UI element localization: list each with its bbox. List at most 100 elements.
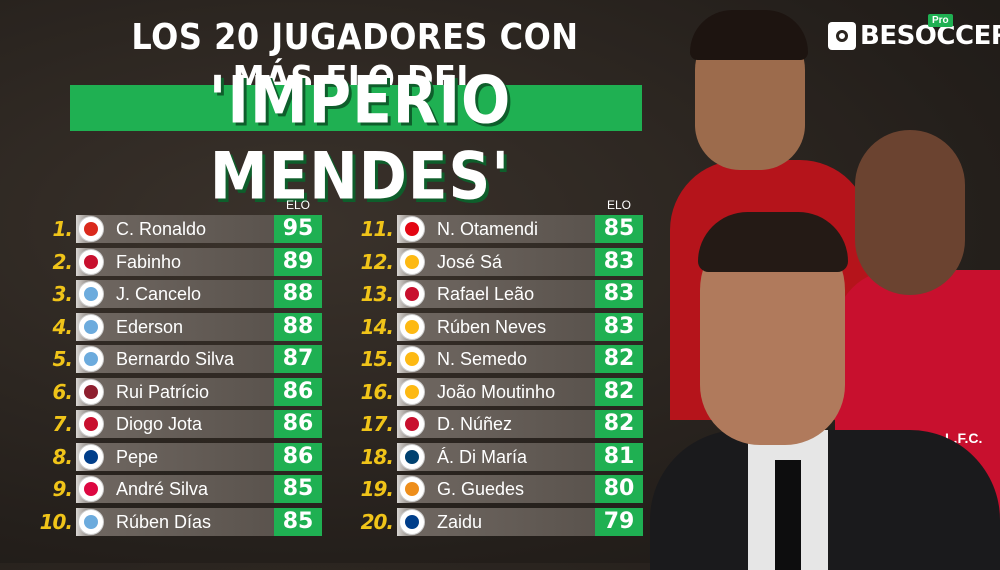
player-name: Diogo Jota [116, 414, 203, 434]
player-name: José Sá [437, 251, 503, 272]
wolves-crest-icon [399, 248, 425, 275]
player-name: J. Cancelo [116, 284, 202, 304]
elo-value: 82 [595, 377, 643, 406]
manchester-united-crest-icon [78, 216, 104, 242]
rank-number: 6. [52, 379, 73, 404]
elo-value: 85 [274, 475, 322, 503]
manchester-city-crest-icon [78, 281, 104, 307]
name-bar [397, 507, 625, 536]
player-name: Pepe [116, 446, 159, 467]
wolves-crest-icon [399, 378, 425, 405]
rank-number: 16. [360, 379, 394, 404]
ranking-row: 9. André Silva 85 [38, 475, 328, 503]
ranking-row: 14. Rúben Neves 83 [359, 312, 649, 341]
elo-value: 87 [274, 345, 322, 373]
rank-number: 2. [52, 249, 73, 274]
rank-number: 17. [360, 412, 394, 436]
ranking-row: 7. Diogo Jota 86 [38, 410, 328, 438]
player-name: N. Semedo [437, 349, 528, 369]
elo-value: 85 [274, 507, 322, 536]
title-line-1: LOS 20 JUGADORES CON MÁS ELO DEL [131, 16, 579, 100]
rank-number: 15. [360, 347, 394, 371]
player-name: Zaidu [437, 511, 483, 532]
ranking-row: 2. Fabinho 89 [38, 247, 328, 276]
ranking-row: 6. Rui Patrício 86 [38, 377, 328, 406]
name-bar [76, 280, 304, 308]
player-name: Rui Patrício [116, 381, 210, 402]
player-name: Bernardo Silva [116, 349, 235, 369]
ranking-row: 16. João Moutinho 82 [359, 377, 649, 406]
ranking-row: 4. Ederson 88 [38, 312, 328, 341]
ranking-row: 13. Rafael Leão 83 [359, 280, 649, 308]
ranking-row: 1. C. Ronaldo 95 [38, 215, 328, 243]
name-bar [397, 410, 625, 438]
porto-crest-icon [399, 508, 425, 535]
name-bar [397, 475, 625, 503]
mendes-hair [698, 212, 848, 272]
elo-value: 82 [595, 345, 643, 373]
name-bar [397, 377, 625, 406]
name-bar [397, 345, 625, 373]
ranking-row: 5. Bernardo Silva 87 [38, 345, 328, 373]
name-bar [397, 312, 625, 341]
elo-value: 83 [595, 280, 643, 308]
ac-milan-crest-icon [399, 281, 425, 307]
player-name: Rafael Leão [437, 284, 535, 304]
title-line-2: 'IMPERIO MENDES' [208, 61, 512, 215]
name-bar [76, 247, 304, 276]
manchester-city-crest-icon [78, 313, 104, 340]
ranking-row: 20. Zaidu 79 [359, 507, 649, 536]
player-name: Ederson [116, 316, 184, 337]
elo-value: 81 [595, 442, 643, 471]
roma-crest-icon [78, 378, 104, 405]
psg-crest-icon [399, 443, 425, 470]
elo-value: 95 [274, 215, 322, 243]
wolves-crest-icon [399, 346, 425, 372]
ranking-row: 10. Rúben Días 85 [38, 507, 328, 536]
player-name: G. Guedes [437, 479, 525, 499]
rank-number: 12. [360, 249, 394, 274]
rb-leipzig-crest-icon [78, 476, 104, 502]
elo-value: 86 [274, 442, 322, 471]
elo-value: 88 [274, 280, 322, 308]
liverpool-crest-icon [78, 411, 104, 437]
elo-value: 88 [274, 312, 322, 341]
elo-value: 83 [595, 247, 643, 276]
player-name: Rúben Neves [437, 316, 547, 337]
player-name: Á. Di María [437, 446, 528, 467]
player-name: Fabinho [116, 251, 182, 272]
besoccer-logo: BESOCCER [828, 18, 1000, 54]
name-bar [76, 442, 304, 471]
manchester-city-crest-icon [78, 346, 104, 372]
elo-header-right: ELO [606, 198, 631, 212]
valencia-crest-icon [399, 476, 425, 502]
rank-number: 9. [52, 477, 73, 501]
rank-number: 20. [360, 509, 394, 534]
liverpool-crest-icon [78, 248, 104, 275]
ronaldo-hair [690, 10, 808, 60]
player-name: N. Otamendi [437, 219, 539, 239]
elo-value: 86 [274, 410, 322, 438]
rank-number: 19. [360, 477, 394, 501]
rank-number: 14. [360, 314, 394, 339]
fabinho-face [855, 130, 965, 295]
rank-number: 13. [360, 282, 394, 306]
rank-number: 4. [52, 314, 73, 339]
ranking-row: 8. Pepe 86 [38, 442, 328, 471]
manchester-city-crest-icon [78, 508, 104, 535]
elo-value: 80 [595, 475, 643, 503]
name-bar [76, 507, 304, 536]
ranking-row: 3. J. Cancelo 88 [38, 280, 328, 308]
ranking-row: 17. D. Núñez 82 [359, 410, 649, 438]
title-highlight-band [70, 85, 642, 131]
pro-badge: Pro [928, 14, 953, 27]
rank-number: 1. [52, 217, 73, 241]
rank-number: 18. [360, 444, 394, 469]
name-bar [397, 442, 625, 471]
player-name: João Moutinho [437, 381, 556, 402]
porto-crest-icon [78, 443, 104, 470]
ranking-row: 11. N. Otamendi 85 [359, 215, 649, 243]
name-bar [397, 247, 625, 276]
ranking-row: 18. Á. Di María 81 [359, 442, 649, 471]
rank-number: 10. [39, 509, 73, 534]
